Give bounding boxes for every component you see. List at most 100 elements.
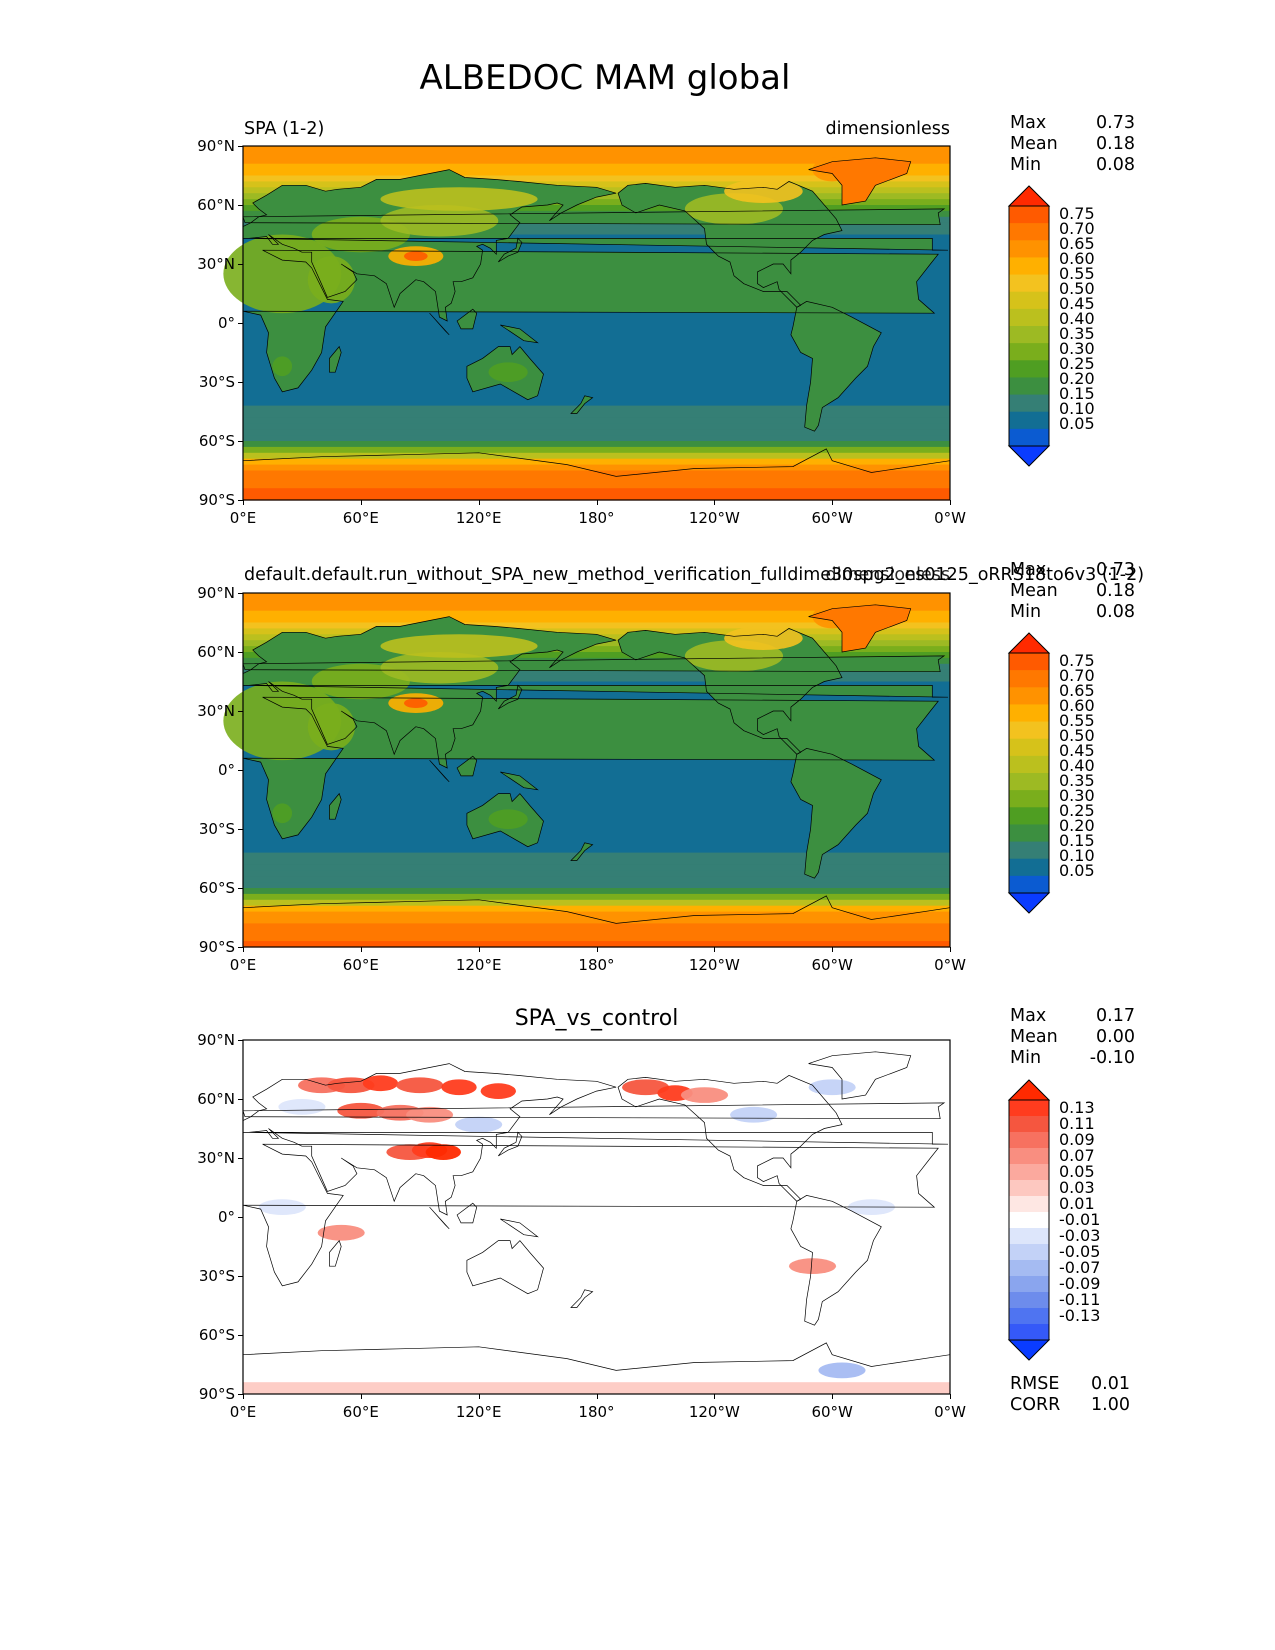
colorbar-swatch [1009,1292,1049,1309]
zonal-band [243,941,950,948]
stat-max-value: 0.73 [1096,113,1135,133]
panel3-stats: Max 0.17 Mean 0.00 Min -0.10 [1010,1006,1135,1069]
zonal-band [243,899,950,907]
colorbar-tick-label: 0.05 [1059,1162,1095,1181]
zonal-band [243,675,950,683]
colorbar-tick-label: 0.15 [1059,831,1095,850]
land-samerica [790,301,882,432]
coastline-eurasia [242,169,949,322]
zonal-band [243,823,950,830]
y-tick-label: 60°S [198,879,235,897]
albedo-feature [307,703,355,751]
zonal-band [243,328,950,336]
x-tick-mark [832,500,834,505]
x-tick-mark [714,947,716,952]
x-tick-label: 120°E [455,1403,502,1421]
coastline-greenland [808,1051,912,1100]
stat-mean-value: 0.18 [1096,134,1135,154]
coastline-uk [242,1102,946,1120]
colorbar-tick-label: 0.70 [1059,666,1095,685]
zonal-band [243,840,950,848]
zonal-band [243,917,950,924]
colorbar-tick-label: 0.20 [1059,816,1095,835]
zonal-band [243,787,950,795]
zonal-band [243,616,950,624]
colorbar-tick-label: 0.35 [1059,324,1095,343]
colorbar-swatch [1009,411,1049,430]
anomaly-patch [622,1079,670,1096]
colorbar-swatch [1009,1212,1049,1229]
zonal-band [243,228,950,236]
x-tick-label: 120°W [688,509,740,527]
colorbar-swatch [1009,1260,1049,1277]
anomaly-patch [808,1079,856,1096]
zonal-band [243,470,950,477]
anomaly-patch [730,1106,778,1123]
zonal-band [243,764,950,771]
y-tick-label: 60°N [197,1090,235,1108]
zonal-band [243,829,950,836]
anomaly-patch [362,1075,399,1092]
colorbar-tick-label: 0.70 [1059,219,1095,238]
zonal-band [243,393,950,401]
zonal-band [243,610,950,618]
corr-value: 1.00 [1091,1395,1130,1415]
land-madagascar [329,346,342,373]
stat-min-value: -0.10 [1089,1048,1135,1068]
colorbar-swatch [1009,257,1049,276]
colorbar-tick-label: 0.30 [1059,786,1095,805]
y-tick-label: 60°N [197,196,235,214]
colorbar-tick-label: 0.30 [1059,339,1095,358]
coastline-antarctica [242,448,951,477]
albedo-feature [380,187,538,211]
zonal-band [243,464,950,472]
albedo-feature [307,256,355,304]
zonal-band [243,370,950,377]
x-tick-mark [243,500,244,505]
colorbar-swatch [1009,653,1049,671]
colorbar-swatch [1009,841,1049,860]
colorbar-swatch [1009,704,1049,723]
coastline-namerica [617,181,843,308]
colorbar-swatch [1009,326,1049,344]
stat-max-label: Max [1010,560,1047,580]
anomaly-patch [317,1224,365,1241]
zonal-band [243,205,950,212]
colorbar-swatch [1009,807,1049,825]
colorbar-swatch [1009,1228,1049,1245]
colorbar-extension-top [1007,1079,1051,1101]
land-newguinea [500,772,538,790]
colorbar-swatch [1009,1308,1049,1325]
colorbar-tick-label: 0.20 [1059,369,1095,388]
zonal-band [243,222,950,230]
colorbar-tick-label: 0.60 [1059,249,1095,268]
y-tick-mark [238,1335,243,1336]
colorbar-tick-label: 0.05 [1059,861,1095,880]
panel2-colorbar [1007,632,1051,914]
albedo-feature [380,634,538,658]
y-tick-label: 60°S [198,1326,235,1344]
coastline-newzealand [570,842,594,861]
colorbar-tick-label: -0.13 [1059,1306,1101,1325]
land-africa [243,250,939,392]
land-africa [243,697,939,839]
zonal-band [243,429,950,436]
zonal-band [243,452,950,460]
coastline-samerica [790,301,882,432]
zonal-band [243,598,950,606]
panel1-colorbar-labels: 0.75 0.70 0.65 0.60 0.55 0.50 0.45 0.40 0.35 0.30… [1059,205,1095,432]
y-tick-label: 90°N [197,1031,235,1049]
colorbar-tick-label: 0.60 [1059,696,1095,715]
anomaly-patch [818,1362,866,1379]
colorbar-tick-label: 0.75 [1059,651,1095,670]
coastline-greenland [808,604,912,653]
x-tick-label: 180° [578,509,615,527]
coastline-newguinea [500,1218,539,1238]
coastline-madagascar [329,345,342,373]
zonal-band [243,811,950,818]
colorbar-swatch [1009,875,1049,894]
stat-min-value: 0.08 [1096,602,1135,622]
zonal-band [243,799,950,806]
stat-min-label: Min [1010,1048,1042,1068]
y-tick-label: 90°S [198,1385,235,1403]
